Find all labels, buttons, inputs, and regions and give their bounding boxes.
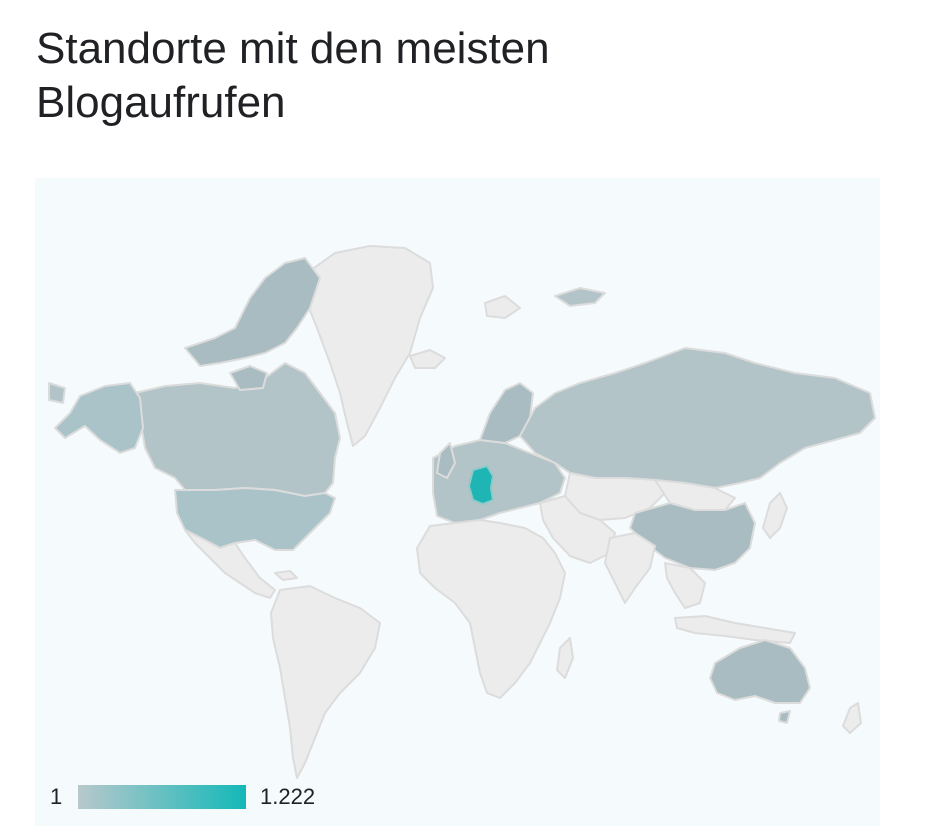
- tasmania-region[interactable]: [778, 710, 791, 724]
- world-map: [48, 245, 876, 779]
- canada-islands-region[interactable]: [184, 257, 321, 367]
- page-title: Standorte mit den meisten Blogaufrufen: [36, 24, 550, 127]
- south-america-region[interactable]: [270, 585, 381, 779]
- australia-region[interactable]: [709, 639, 811, 704]
- uk-region[interactable]: [436, 442, 456, 479]
- greenland-region[interactable]: [304, 245, 434, 447]
- southeast-asia-region[interactable]: [664, 562, 706, 609]
- new-zealand-region[interactable]: [842, 702, 862, 734]
- india-region[interactable]: [604, 532, 656, 604]
- russia-arctic-islands[interactable]: [554, 287, 606, 307]
- madagascar-region[interactable]: [556, 637, 574, 679]
- legend-color-scale: [78, 785, 246, 809]
- indonesia-region[interactable]: [674, 615, 796, 644]
- legend-max-label: 1.222: [260, 784, 316, 809]
- russia-east-tip[interactable]: [48, 382, 66, 404]
- mexico-region[interactable]: [184, 529, 276, 599]
- iceland-region[interactable]: [409, 349, 446, 369]
- map-legend: 1 1.222: [50, 782, 315, 812]
- germany-region[interactable]: [468, 465, 494, 505]
- svalbard-region[interactable]: [484, 295, 521, 319]
- canada-island-small[interactable]: [229, 365, 268, 391]
- scandinavia-region[interactable]: [479, 382, 534, 444]
- legend-min-label: 1: [50, 784, 63, 809]
- alaska-region[interactable]: [54, 382, 144, 454]
- world-map-panel: [35, 178, 880, 826]
- caribbean-region[interactable]: [274, 570, 298, 581]
- africa-region[interactable]: [416, 519, 566, 699]
- russia-region[interactable]: [519, 347, 876, 489]
- japan-region[interactable]: [762, 492, 788, 539]
